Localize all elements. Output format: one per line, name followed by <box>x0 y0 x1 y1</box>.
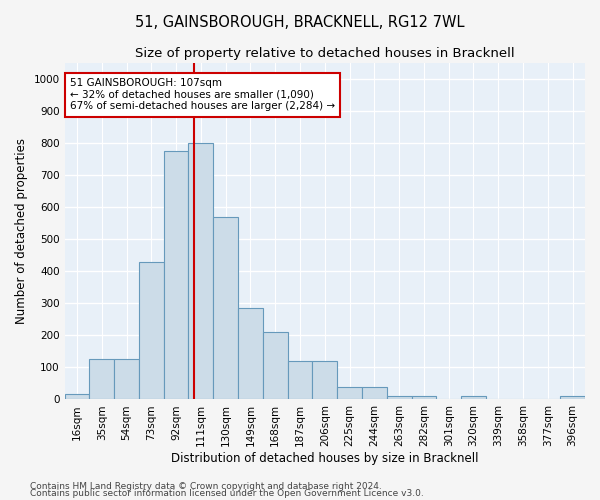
Bar <box>337 386 362 400</box>
Bar <box>560 396 585 400</box>
Bar <box>263 332 287 400</box>
Bar <box>412 396 436 400</box>
Bar <box>188 143 213 400</box>
Bar <box>238 308 263 400</box>
Bar <box>65 394 89 400</box>
Text: Contains public sector information licensed under the Open Government Licence v3: Contains public sector information licen… <box>30 489 424 498</box>
Text: 51, GAINSBOROUGH, BRACKNELL, RG12 7WL: 51, GAINSBOROUGH, BRACKNELL, RG12 7WL <box>135 15 465 30</box>
Bar <box>461 396 486 400</box>
Bar <box>213 217 238 400</box>
Bar <box>164 151 188 400</box>
Title: Size of property relative to detached houses in Bracknell: Size of property relative to detached ho… <box>135 48 515 60</box>
Bar <box>387 396 412 400</box>
Text: Contains HM Land Registry data © Crown copyright and database right 2024.: Contains HM Land Registry data © Crown c… <box>30 482 382 491</box>
Bar <box>313 361 337 400</box>
X-axis label: Distribution of detached houses by size in Bracknell: Distribution of detached houses by size … <box>171 452 479 465</box>
Bar <box>287 361 313 400</box>
Bar <box>139 262 164 400</box>
Bar <box>362 386 387 400</box>
Bar <box>114 360 139 400</box>
Text: 51 GAINSBOROUGH: 107sqm
← 32% of detached houses are smaller (1,090)
67% of semi: 51 GAINSBOROUGH: 107sqm ← 32% of detache… <box>70 78 335 112</box>
Y-axis label: Number of detached properties: Number of detached properties <box>15 138 28 324</box>
Bar <box>89 360 114 400</box>
